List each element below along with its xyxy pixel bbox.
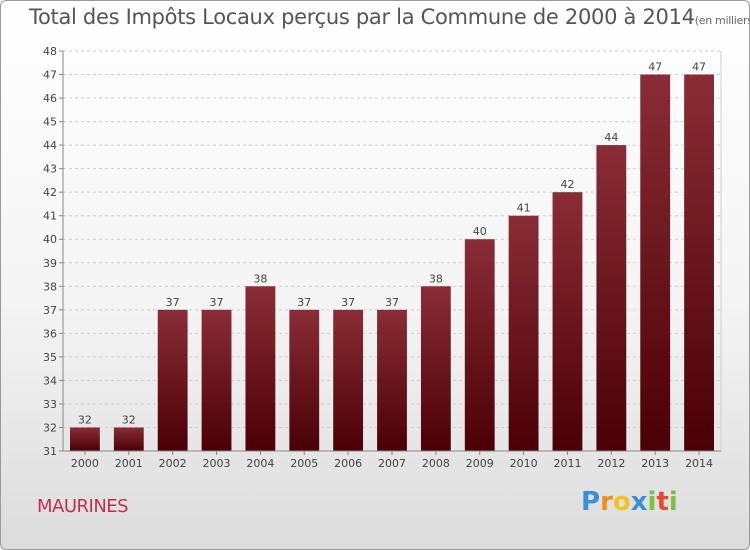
y-tick-label: 45 xyxy=(43,116,57,129)
x-tick-label: 2012 xyxy=(597,457,625,470)
data-label: 37 xyxy=(297,296,311,309)
x-tick-label: 2010 xyxy=(510,457,538,470)
y-tick-label: 46 xyxy=(43,92,57,105)
y-tick-label: 35 xyxy=(43,351,57,364)
data-label: 41 xyxy=(517,202,531,215)
y-tick-label: 37 xyxy=(43,304,57,317)
bar xyxy=(640,74,671,451)
logo-letter: i xyxy=(647,487,657,517)
logo-letter: i xyxy=(668,487,678,517)
x-tick-label: 2009 xyxy=(466,457,494,470)
x-tick-label: 2007 xyxy=(378,457,406,470)
bar xyxy=(684,74,714,451)
chart-title: Total des Impôts Locaux perçus par la Co… xyxy=(29,5,750,29)
y-tick-label: 42 xyxy=(43,186,57,199)
y-tick-label: 33 xyxy=(43,398,57,411)
data-label: 38 xyxy=(253,272,267,285)
x-tick-label: 2002 xyxy=(159,457,187,470)
y-tick-label: 38 xyxy=(43,280,57,293)
data-label: 32 xyxy=(78,413,92,426)
logo-letter: r xyxy=(600,487,613,517)
y-tick-label: 40 xyxy=(43,233,57,246)
bar xyxy=(377,309,407,451)
axes: 31 32 33 34 35 36 37 38 39 40 41 42 43 44 45 46 47 48 2000… xyxy=(43,45,722,470)
proxiti-logo: Proxiti xyxy=(581,487,678,517)
bar xyxy=(157,309,188,451)
y-tick-label: 43 xyxy=(43,163,57,176)
y-tick-label: 41 xyxy=(43,210,57,223)
data-label: 37 xyxy=(210,296,224,309)
logo-letter: o xyxy=(612,487,631,517)
y-tick-label: 47 xyxy=(43,69,57,82)
commune-name: MAURINES xyxy=(37,496,129,517)
logo-letter: x xyxy=(630,487,648,517)
data-label: 37 xyxy=(166,296,180,309)
y-tick-label: 32 xyxy=(43,421,57,434)
x-tick-label: 2001 xyxy=(115,457,143,470)
bar xyxy=(289,309,320,451)
x-tick-label: 2000 xyxy=(71,457,99,470)
data-label: 44 xyxy=(604,131,618,144)
y-tick-label: 34 xyxy=(43,374,57,387)
logo-letter: P xyxy=(581,487,601,517)
bar xyxy=(508,215,539,451)
bar xyxy=(420,286,451,451)
x-tick-label: 2008 xyxy=(422,457,450,470)
bar xyxy=(70,427,100,451)
x-tick-label: 2006 xyxy=(334,457,362,470)
bar xyxy=(596,145,627,451)
y-tick-label: 39 xyxy=(43,257,57,270)
bars: 32 32 37 37 38 37 37 37 38 40 41 42 44 47 47 xyxy=(70,61,714,452)
bar xyxy=(333,309,364,451)
y-tick-label: 48 xyxy=(43,45,57,58)
data-label: 37 xyxy=(385,296,399,309)
title-text: Total des Impôts Locaux perçus par la Co… xyxy=(29,5,695,29)
data-label: 38 xyxy=(429,272,443,285)
data-label: 47 xyxy=(692,61,706,74)
data-label: 37 xyxy=(341,296,355,309)
x-tick-label: 2011 xyxy=(553,457,581,470)
y-tick-label: 36 xyxy=(43,327,57,340)
y-tick-label: 31 xyxy=(43,445,57,458)
bar xyxy=(552,192,583,452)
logo-letter: t xyxy=(656,487,669,517)
x-tick-label: 2014 xyxy=(685,457,713,470)
x-tick-label: 2004 xyxy=(246,457,274,470)
bar xyxy=(113,427,144,451)
chart-subtitle: (en milliers d'€) xyxy=(694,14,750,27)
bar xyxy=(464,239,495,451)
bar xyxy=(201,309,232,451)
bar xyxy=(245,286,276,451)
x-tick-label: 2003 xyxy=(203,457,231,470)
data-label: 42 xyxy=(560,178,574,191)
data-label: 47 xyxy=(648,61,662,74)
x-tick-label: 2005 xyxy=(290,457,318,470)
y-tick-label: 44 xyxy=(43,139,57,152)
data-label: 40 xyxy=(473,225,487,238)
data-label: 32 xyxy=(122,413,136,426)
x-tick-label: 2013 xyxy=(641,457,669,470)
